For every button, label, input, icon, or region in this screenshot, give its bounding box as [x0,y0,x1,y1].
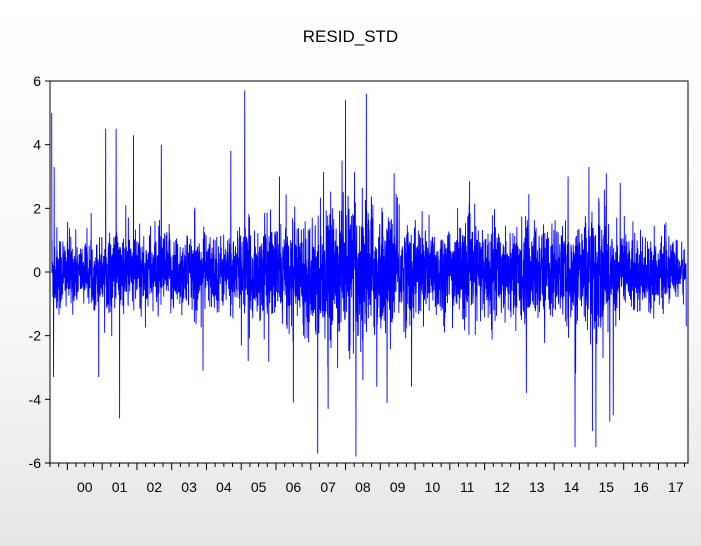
x-tick-label: 10 [425,479,441,495]
x-tick-label: 14 [564,479,580,495]
plot-area [49,80,689,464]
x-tick-label: 09 [390,479,406,495]
y-tick-label: 6 [33,73,41,89]
x-tick-label: 17 [668,479,684,495]
y-tick-label: -2 [29,328,42,344]
y-tick-label: 0 [33,264,41,280]
y-tick-label: -4 [29,391,42,407]
x-tick-label: 02 [147,479,163,495]
x-tick-label: 01 [112,479,128,495]
x-axis: 00 01 02 03 04 05 06 07 08 09 10 11 12 13 14 15 16 17 [49,463,686,495]
y-tick-label: 4 [33,137,41,153]
series-line-resid-std [51,90,687,457]
x-tick-label: 11 [460,479,475,495]
x-tick-label: 15 [599,479,615,495]
y-tick-label: -6 [29,455,42,471]
x-tick-label: 12 [494,479,510,495]
x-tick-label: 07 [320,479,336,495]
x-tick-label: 00 [77,479,93,495]
x-tick-label: 06 [286,479,302,495]
x-tick-label: 16 [633,479,649,495]
y-axis: 6 4 2 0 -2 -4 -6 [29,73,50,471]
x-tick-label: 13 [529,479,545,495]
y-tick-label: 2 [33,200,41,216]
x-tick-label: 08 [355,479,371,495]
x-tick-label: 05 [251,479,267,495]
chart-title: RESID_STD [302,27,399,46]
x-tick-label: 04 [216,479,232,495]
x-tick-label: 03 [181,479,197,495]
